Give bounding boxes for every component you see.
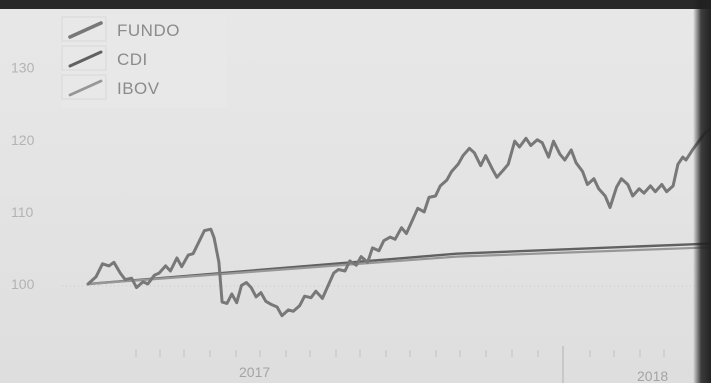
y-tick-label: 120 bbox=[11, 132, 35, 148]
x-tick-label-2017: 2017 bbox=[239, 364, 270, 380]
legend-swatch-frame bbox=[61, 45, 107, 71]
series-line-ibov bbox=[86, 246, 711, 286]
axis-layer: 100 110 120 130 2017 2018 bbox=[11, 60, 668, 383]
y-tick-label: 100 bbox=[11, 276, 35, 292]
legend-label-cdi: CDI bbox=[117, 50, 148, 69]
y-tick-label: 110 bbox=[11, 204, 34, 220]
legend-swatch-cdi bbox=[68, 50, 103, 68]
y-tick-label: 130 bbox=[11, 60, 35, 76]
x-tick-label-2018: 2018 bbox=[637, 368, 668, 383]
legend-label-ibov: IBOV bbox=[117, 79, 160, 98]
legend-swatch-frame bbox=[61, 74, 107, 100]
series-line-fundo bbox=[86, 126, 711, 318]
legend: FUNDO CDI IBOV bbox=[61, 14, 227, 108]
legend-swatch-frame bbox=[61, 16, 107, 42]
series-layer bbox=[86, 126, 711, 318]
legend-swatch-ibov bbox=[68, 79, 103, 97]
legend-swatch-fundo bbox=[68, 21, 103, 39]
legend-label-fundo: FUNDO bbox=[117, 21, 180, 40]
